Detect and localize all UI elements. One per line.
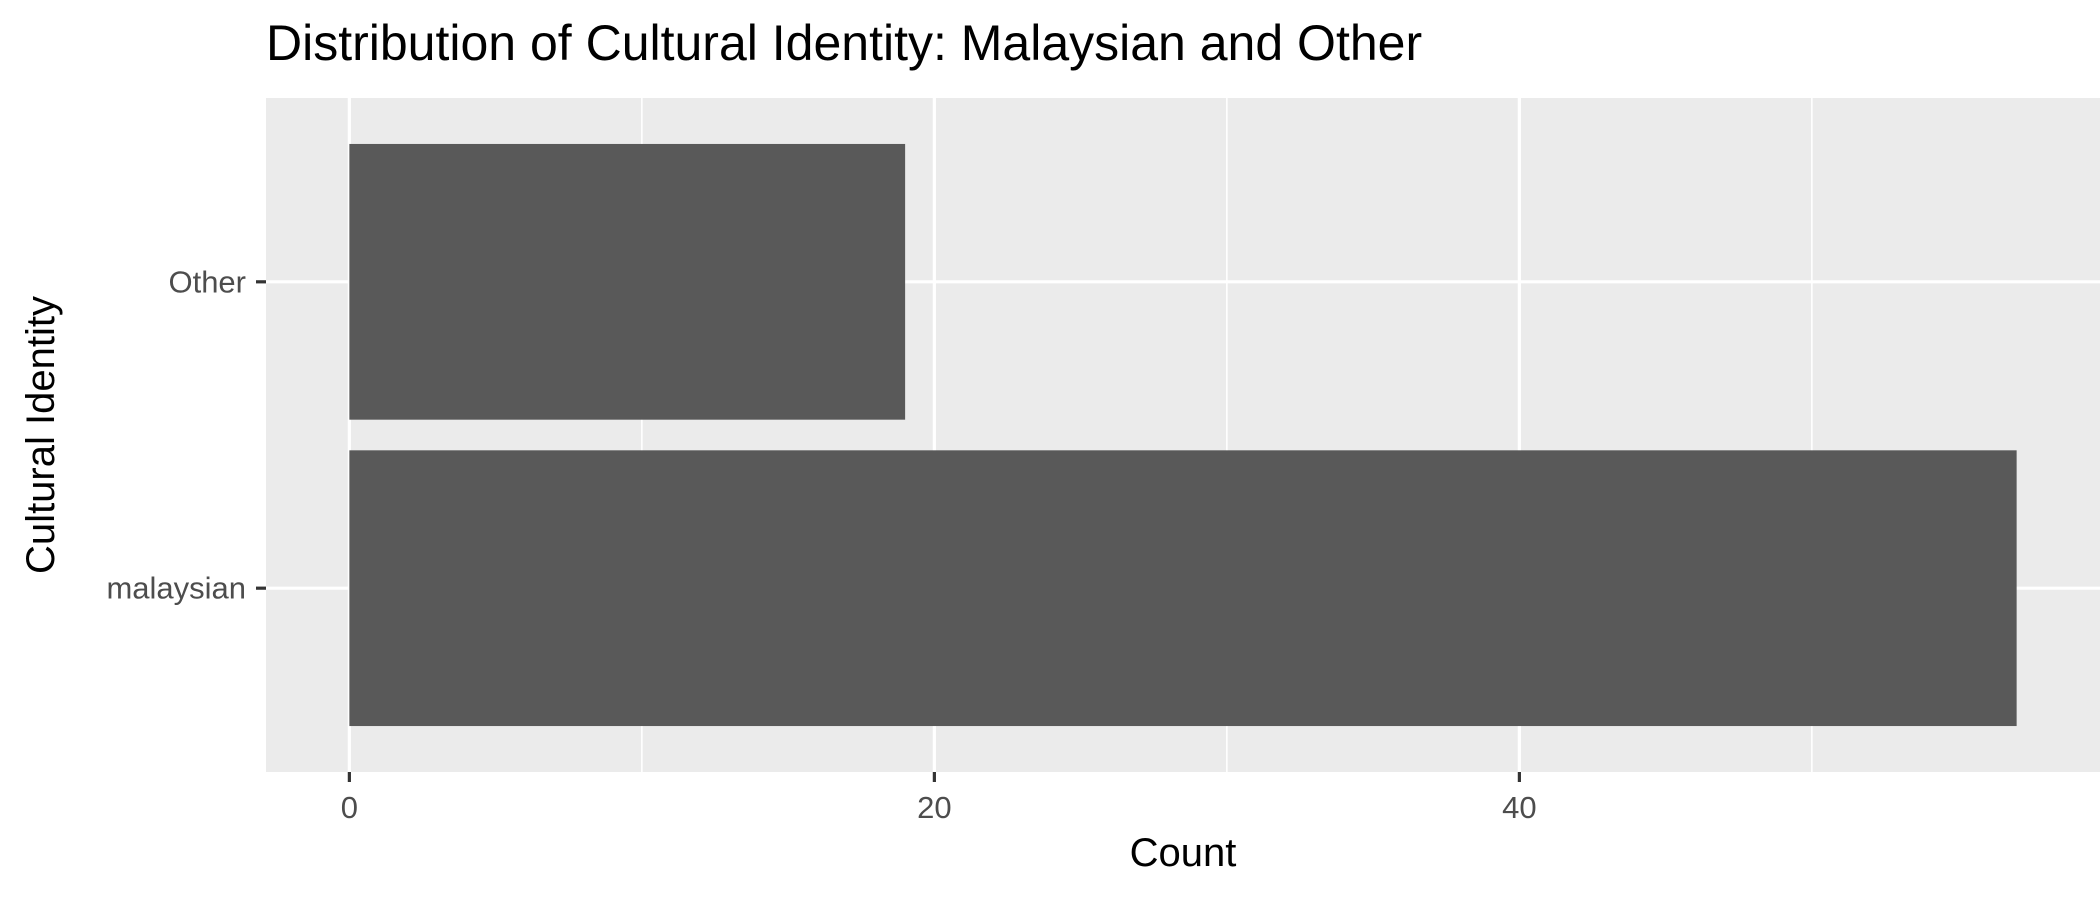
- x-axis-title: Count: [1130, 831, 1237, 875]
- bar-malaysian: [349, 450, 2017, 727]
- x-axis: 0 20 40: [341, 772, 1537, 825]
- y-tick-label: Other: [168, 264, 246, 299]
- bar-other: [349, 143, 906, 420]
- y-axis-title: Cultural Identity: [19, 296, 63, 574]
- chart-title: Distribution of Cultural Identity: Malay…: [266, 15, 1422, 71]
- y-tick-label: malaysian: [106, 571, 246, 606]
- y-axis: malaysian Other: [106, 264, 266, 606]
- x-tick-label: 0: [341, 790, 358, 825]
- bars: [349, 143, 2017, 727]
- x-tick-label: 40: [1502, 790, 1536, 825]
- x-tick-label: 20: [917, 790, 951, 825]
